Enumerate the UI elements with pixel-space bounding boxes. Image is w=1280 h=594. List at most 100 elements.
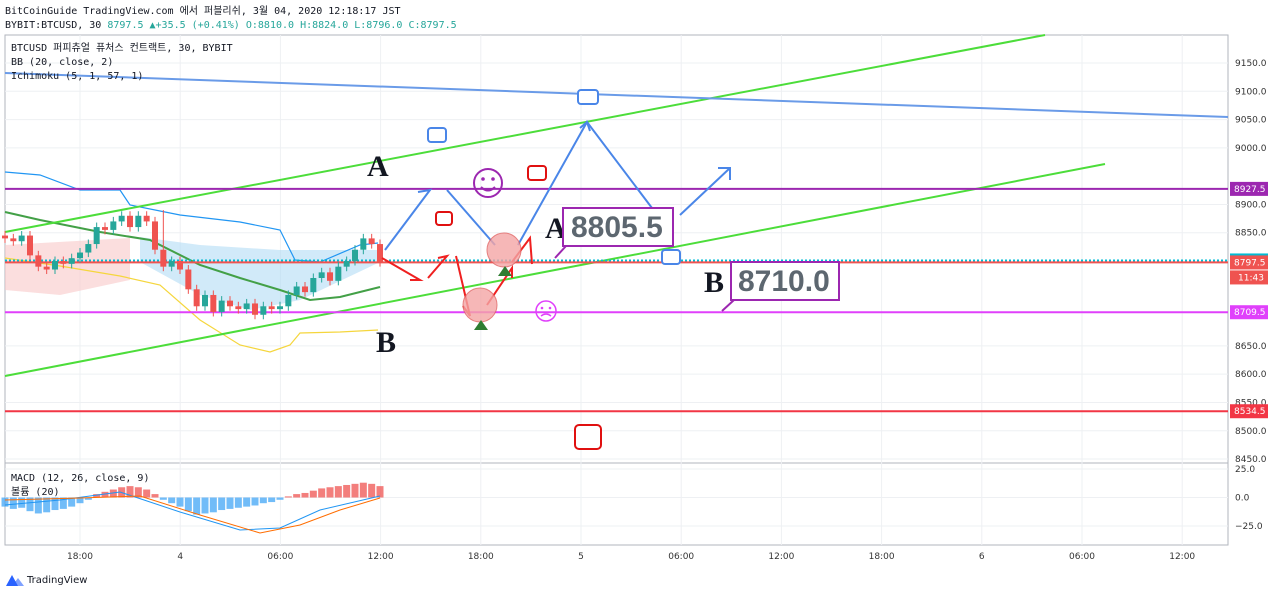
label-b: B: [376, 326, 396, 359]
arrow: [384, 188, 433, 251]
countdown-tag: [1230, 270, 1268, 285]
macd-bar: [234, 497, 242, 508]
candle-body: [252, 303, 258, 315]
time-tick-label: 06:00: [1069, 552, 1095, 562]
time-tick-label: 5: [578, 552, 584, 562]
candle-body: [110, 221, 117, 230]
candle-body: [102, 227, 108, 230]
candles: [2, 210, 383, 320]
price-tick-label: 9000.0: [1235, 144, 1267, 154]
label-a: A: [545, 212, 567, 245]
macd-bar: [43, 497, 51, 513]
macd-bar: [18, 497, 26, 508]
macd-bar: [59, 497, 67, 509]
price-tick-label: 8550.0: [1235, 398, 1267, 408]
price-tag: [1230, 404, 1268, 419]
bb-lower: [4, 257, 379, 353]
price-tick-label: 8500.0: [1235, 427, 1267, 437]
candle-body: [277, 306, 283, 310]
macd: [1, 482, 384, 515]
callout-box: [562, 207, 674, 247]
macd-bar: [193, 497, 201, 515]
last: 8797.5: [107, 20, 143, 31]
macd-bar: [218, 497, 226, 511]
macd-bar: [51, 497, 59, 511]
trend-line: [4, 72, 1229, 118]
macd-bar: [168, 497, 176, 504]
marker-circle: [486, 232, 522, 268]
header-line2: BYBIT:BTCUSD, 30 8797.5 ▲+35.5 (+0.41%) …: [5, 20, 457, 31]
macd-bar: [334, 486, 342, 498]
ichimoku-line: [4, 211, 381, 302]
candle-body: [43, 266, 50, 270]
macd-bar: [276, 497, 284, 500]
candle-body: [227, 300, 233, 307]
ohlc: H:8824.0: [300, 20, 348, 31]
macd-bar: [209, 497, 217, 513]
time-tick-label: 6: [979, 552, 985, 562]
macd-bar: [368, 483, 376, 498]
macd-bar: [359, 482, 367, 498]
candle-body: [18, 235, 25, 242]
macd-bar: [226, 497, 234, 509]
price-tick-label: 9150.0: [1235, 59, 1267, 69]
macd-bar: [34, 497, 42, 514]
candle-body: [210, 294, 217, 312]
cloud-blue: [140, 237, 380, 310]
price-tag-label: 8709.5: [1234, 308, 1266, 318]
ohlc: L:8796.0: [354, 20, 402, 31]
macd-bar: [243, 497, 251, 507]
macd-bar: [151, 494, 159, 498]
macd-bar: [251, 497, 259, 506]
candle-body: [268, 306, 275, 310]
macd-bar: [101, 491, 109, 498]
candle-body: [27, 235, 33, 256]
macd-bar: [201, 497, 209, 514]
macd-bar: [1, 497, 9, 507]
macd-bar: [176, 497, 184, 507]
macd-bar: [343, 484, 351, 498]
arrow: [381, 257, 424, 281]
time-tick-label: 12:00: [1169, 552, 1195, 562]
price-tag: [1230, 255, 1268, 270]
time-tick-label: 4: [177, 552, 183, 562]
macd-bar: [309, 490, 317, 498]
macd-bar: [159, 497, 167, 500]
candle-body: [10, 238, 17, 242]
candle-body: [77, 252, 83, 259]
candle-body: [160, 249, 167, 267]
candle-body: [335, 266, 342, 281]
candle-body: [310, 277, 317, 293]
time-tick-label: 12:00: [368, 552, 394, 562]
arrow-head: [718, 167, 731, 180]
footer-brand: TradingView: [26, 575, 87, 586]
legend-item: BB (20, close, 2): [11, 57, 113, 68]
channel-lower: [4, 163, 1106, 377]
price-tag-label: 8797.5: [1234, 258, 1266, 268]
symbol: BYBIT:BTCUSD, 30: [5, 20, 101, 31]
macd-bar: [143, 489, 151, 498]
callout-box: [730, 261, 840, 301]
macd-bar: [9, 497, 17, 509]
candle-body: [235, 306, 242, 310]
candle-body: [143, 215, 150, 222]
arrow-head: [579, 120, 591, 132]
countdown: 11:43: [1238, 273, 1264, 283]
time-tick-label: 18:00: [869, 552, 895, 562]
legend-item: BTCUSD 퍼피츄얼 퓨처스 컨트랙트, 30, BYBIT: [11, 42, 233, 54]
price-tick-label: 8900.0: [1235, 200, 1267, 210]
price-tag: [1230, 305, 1268, 320]
macd-bar: [126, 486, 134, 498]
price-tick-label: 8600.0: [1235, 370, 1267, 380]
macd-bar: [109, 489, 117, 498]
candle-body: [368, 238, 375, 245]
macd-bar: [76, 497, 84, 504]
price-tick-label: 8650.0: [1235, 342, 1267, 352]
grid: [5, 35, 1228, 545]
candle-body: [302, 286, 308, 293]
time-tick-label: 06:00: [267, 552, 293, 562]
macd-bar: [284, 496, 292, 498]
macd-tick-label: −25.0: [1235, 522, 1263, 532]
macd-tick-label: 25.0: [1235, 465, 1255, 475]
